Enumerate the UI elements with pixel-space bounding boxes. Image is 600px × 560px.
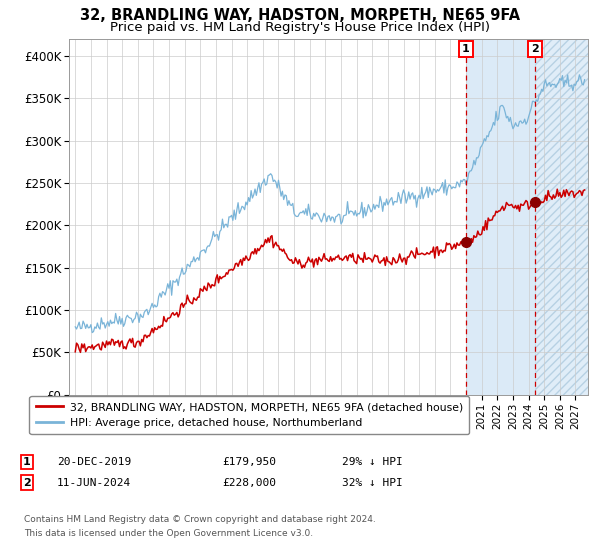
Text: 32, BRANDLING WAY, HADSTON, MORPETH, NE65 9FA: 32, BRANDLING WAY, HADSTON, MORPETH, NE6… [80, 8, 520, 24]
Text: Price paid vs. HM Land Registry's House Price Index (HPI): Price paid vs. HM Land Registry's House … [110, 21, 490, 34]
Text: 11-JUN-2024: 11-JUN-2024 [57, 478, 131, 488]
Text: £228,000: £228,000 [222, 478, 276, 488]
Text: 1: 1 [462, 44, 469, 54]
Text: 29% ↓ HPI: 29% ↓ HPI [342, 457, 403, 467]
Bar [535, 39, 588, 395]
Text: 32% ↓ HPI: 32% ↓ HPI [342, 478, 403, 488]
Text: This data is licensed under the Open Government Licence v3.0.: This data is licensed under the Open Gov… [24, 529, 313, 538]
Text: Contains HM Land Registry data © Crown copyright and database right 2024.: Contains HM Land Registry data © Crown c… [24, 515, 376, 524]
Text: 2: 2 [532, 44, 539, 54]
Text: 2: 2 [23, 478, 31, 488]
Text: £179,950: £179,950 [222, 457, 276, 467]
Legend: 32, BRANDLING WAY, HADSTON, MORPETH, NE65 9FA (detached house), HPI: Average pri: 32, BRANDLING WAY, HADSTON, MORPETH, NE6… [29, 396, 469, 434]
Text: 20-DEC-2019: 20-DEC-2019 [57, 457, 131, 467]
Bar [466, 39, 535, 395]
Text: 1: 1 [23, 457, 31, 467]
